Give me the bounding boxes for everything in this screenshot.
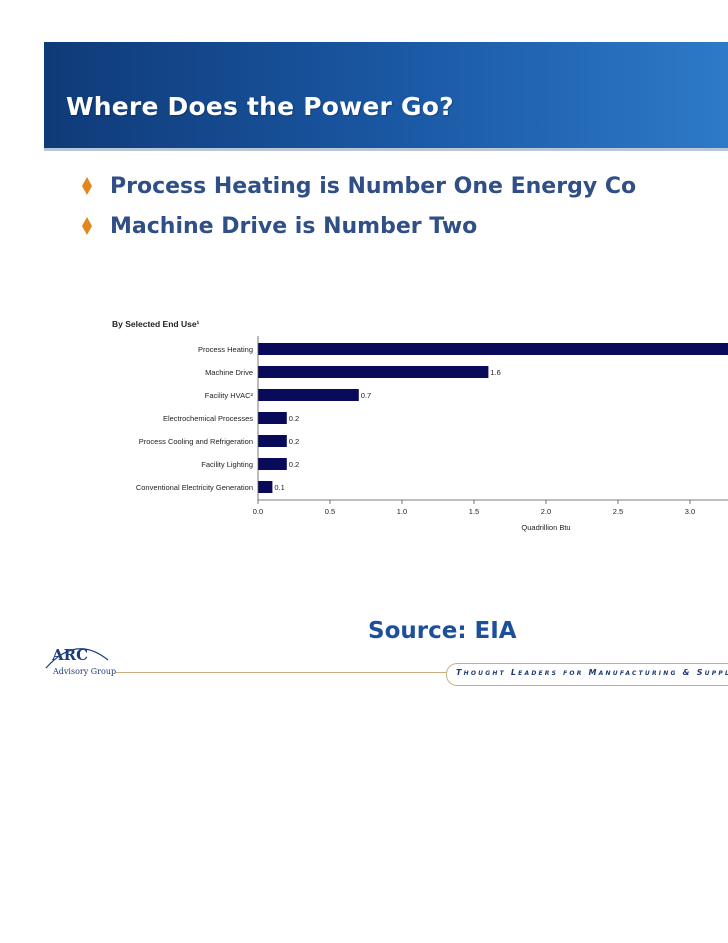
- end-use-bar-chart: By Selected End Use¹ Process Heating Machi…: [112, 319, 728, 532]
- data-label: 0.1: [274, 483, 284, 492]
- tagline: Thought Leaders for Manufacturing & Supp…: [456, 668, 728, 677]
- data-label: 0.2: [289, 437, 299, 446]
- footer-rule: [116, 672, 446, 673]
- bullet-item: Machine Drive is Number Two: [82, 214, 477, 239]
- category-label: Facility HVAC²: [205, 391, 254, 400]
- x-axis-label: Quadrillion Btu: [521, 523, 570, 532]
- slide-title: Where Does the Power Go?: [66, 92, 454, 121]
- bar: [258, 412, 287, 424]
- bar: [258, 366, 489, 378]
- bar: [258, 389, 359, 401]
- bar: [258, 343, 728, 355]
- logo-subtitle: Advisory Group: [53, 667, 117, 676]
- x-tick-label: 0.0: [253, 507, 263, 516]
- logo-name: ARC: [52, 646, 89, 664]
- data-label: 1.6: [490, 368, 500, 377]
- arc-logo: ARC Advisory Group: [36, 640, 116, 684]
- x-tick-label: 2.0: [541, 507, 551, 516]
- category-label: Facility Lighting: [201, 460, 253, 469]
- bar: [258, 435, 287, 447]
- bullet-item: Process Heating is Number One Energy Co: [82, 174, 636, 199]
- x-tick-label: 3.0: [685, 507, 695, 516]
- x-tick-label: 2.5: [613, 507, 623, 516]
- data-label: 0.2: [289, 460, 299, 469]
- diamond-bullet-icon: [82, 217, 92, 235]
- bar: [258, 481, 273, 493]
- bar: [258, 458, 287, 470]
- category-label: Electrochemical Processes: [163, 414, 253, 423]
- bullet-text: Process Heating is Number One Energy Co: [110, 174, 637, 199]
- chart-title: By Selected End Use¹: [112, 319, 200, 329]
- diamond-bullet-icon: [82, 177, 92, 195]
- data-label: 0.2: [289, 414, 299, 423]
- category-label: Machine Drive: [205, 368, 253, 377]
- category-label: Process Heating: [198, 345, 253, 354]
- category-label: Process Cooling and Refrigeration: [139, 437, 253, 446]
- tagline-frame: [446, 663, 728, 686]
- logo-arc-icon: [45, 648, 109, 669]
- data-label: 0.7: [361, 391, 371, 400]
- source-caption: Source: EIA: [368, 618, 517, 644]
- category-label: Conventional Electricity Generation: [136, 483, 253, 492]
- x-tick-label: 1.5: [469, 507, 479, 516]
- bullet-text: Machine Drive is Number Two: [110, 214, 478, 239]
- title-banner: [44, 42, 728, 148]
- x-tick-label: 1.0: [397, 507, 407, 516]
- title-underline: [44, 148, 728, 151]
- x-tick-label: 0.5: [325, 507, 335, 516]
